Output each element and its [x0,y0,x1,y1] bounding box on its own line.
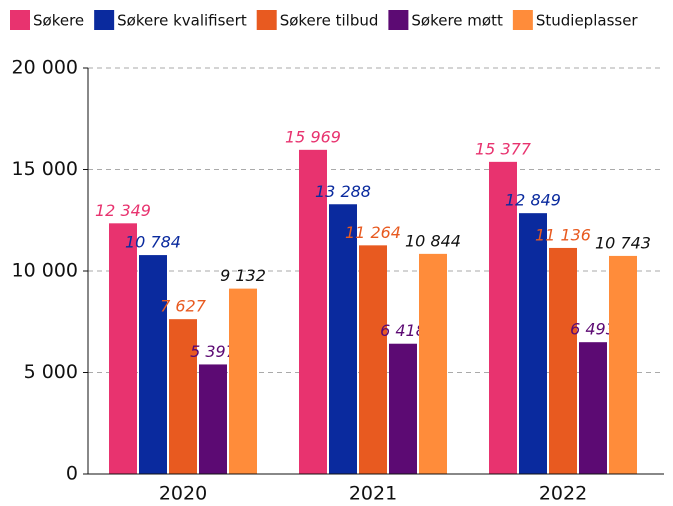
legend-label: Søkere møtt [411,12,503,30]
y-tick-label: 15 000 [12,158,78,180]
data-label: 12 849 [505,191,561,210]
data-label: 13 288 [315,182,371,201]
data-label: 7 627 [160,297,207,316]
data-label: 10 844 [405,231,461,250]
bar [199,364,227,474]
data-label: 15 377 [475,139,532,158]
legend-swatch [388,10,409,30]
bar [359,245,387,474]
bar [519,213,547,475]
data-label: 10 784 [125,233,181,252]
x-tick-label: 2022 [539,483,587,505]
data-label: 5 397 [190,342,237,361]
data-label: 6 418 [380,321,426,340]
x-tick-label: 2020 [159,483,207,505]
y-tick-label: 10 000 [12,260,78,282]
legend-label: Studieplasser [536,12,639,30]
bar [609,255,637,474]
bar [419,253,447,474]
y-tick-label: 5 000 [24,361,78,383]
bar [299,149,327,475]
data-label: 12 349 [95,201,151,220]
data-label: 15 969 [285,127,341,146]
x-tick-label: 2021 [349,483,397,505]
bar [139,255,167,474]
legend-swatch [256,10,277,30]
y-tick-label: 0 [66,463,78,485]
bar [489,161,517,474]
data-label: 11 264 [345,223,401,242]
legend-label: Søkere tilbud [280,12,379,30]
bar [389,343,417,474]
bar [329,204,357,474]
data-label: 9 132 [220,266,266,285]
legend-swatch [10,10,30,30]
data-label: 11 136 [535,225,591,244]
legend-label: Søkere [33,12,84,30]
legend-swatch [512,10,533,30]
legend-swatch [94,10,115,30]
bar [109,223,137,474]
data-label: 6 493 [570,320,616,339]
data-label: 10 743 [595,233,651,252]
bar [169,319,197,474]
bar [579,342,607,474]
legend-label: Søkere kvalifisert [117,12,247,30]
bar [229,288,257,474]
bar [549,247,577,474]
y-tick-label: 20 000 [12,57,78,79]
